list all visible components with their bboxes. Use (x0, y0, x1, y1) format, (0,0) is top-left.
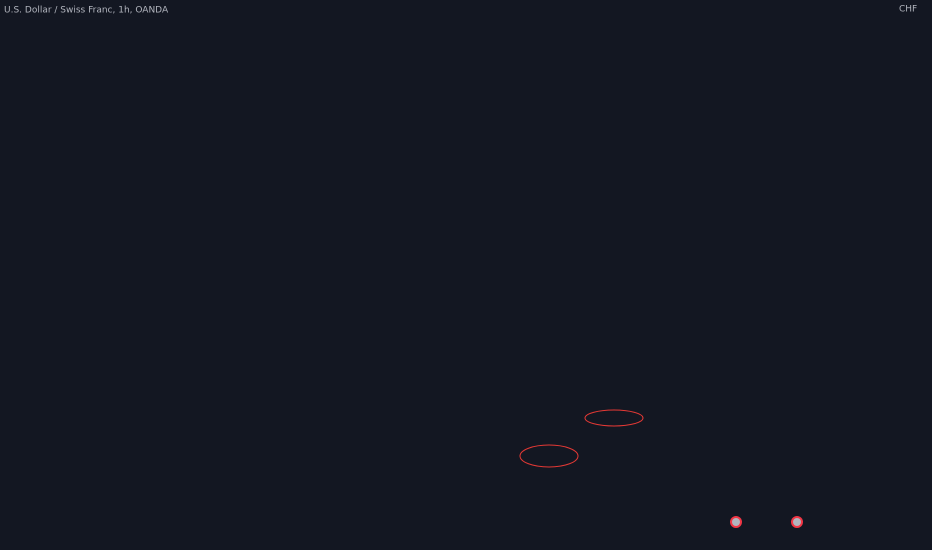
event-icon (793, 518, 801, 526)
circle-annotation (519, 444, 579, 468)
price-axis (893, 0, 932, 550)
event-icon (732, 518, 740, 526)
overlay (519, 409, 644, 468)
chart-title: U.S. Dollar / Swiss Franc, 1h, OANDA (4, 6, 169, 16)
circle-annotation (584, 409, 644, 427)
currency: CHF (899, 5, 917, 15)
time-axis (0, 530, 893, 550)
event-icons (730, 516, 803, 528)
